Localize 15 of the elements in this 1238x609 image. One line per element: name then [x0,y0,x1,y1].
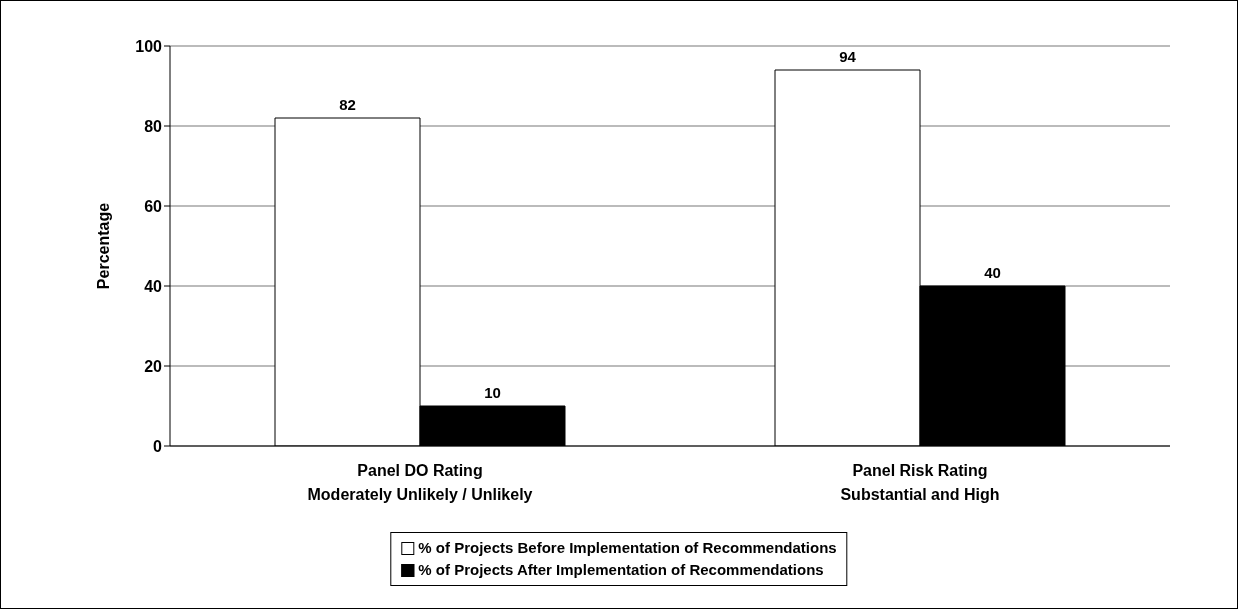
y-tick-label: 40 [144,277,163,295]
y-tick-label: 0 [153,437,163,455]
data-label: 10 [484,384,501,401]
y-tick-label: 80 [144,117,163,135]
x-tick-label: Panel Risk Rating Substantial and High [840,462,1000,503]
y-tick-label: 60 [144,197,163,215]
data-label: 40 [984,264,1001,281]
y-tick-label: 20 [144,357,163,375]
data-label: 82 [339,96,356,113]
y-tick-label: 100 [135,37,163,55]
data-label: 94 [839,48,857,65]
legend-label: % of Projects Before Implementation of Recommendations [418,538,837,558]
x-tick-label: Panel DO Rating Moderately Unlikely / Unlikely [307,462,533,503]
legend-label: % of Projects After Implementation of Recommendations [418,560,824,580]
y-axis-title: Percentage [94,202,112,290]
